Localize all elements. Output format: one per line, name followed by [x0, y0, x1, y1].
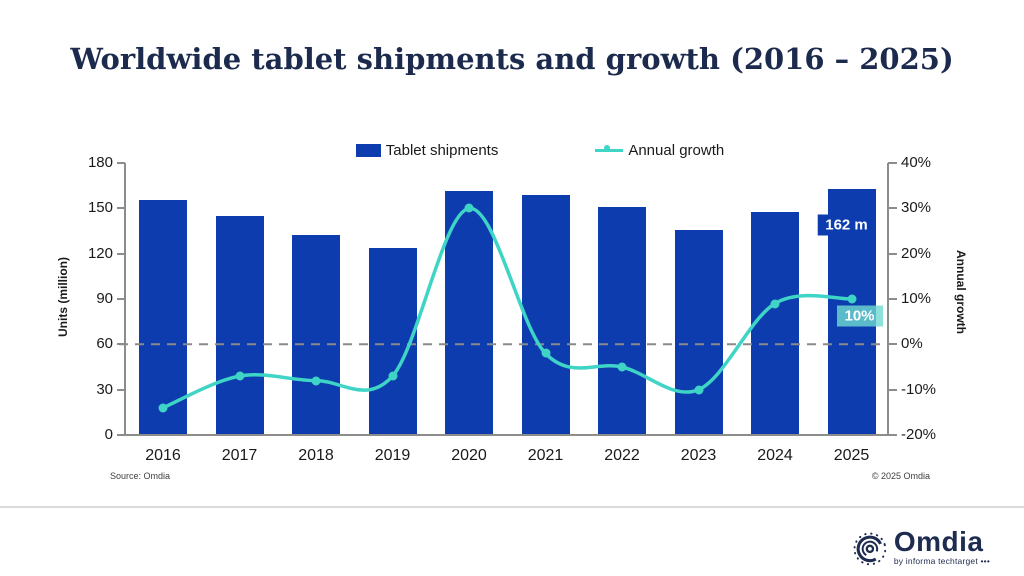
left-axis-line: [124, 163, 126, 435]
right-axis-title: Annual growth: [954, 250, 968, 334]
x-axis-label: 2024: [757, 447, 793, 464]
left-axis-tickmark: [117, 434, 125, 436]
x-axis-label: 2017: [221, 447, 258, 464]
right-axis-tickmark: [888, 434, 897, 436]
x-axis-label: 2021: [527, 447, 564, 464]
growth-marker-2021: [541, 348, 550, 358]
omdia-logo: Omdia by informa techtarget •••: [850, 526, 990, 567]
omdia-logo-tagline: by informa techtarget •••: [893, 556, 990, 566]
right-axis-tick-label: -10%: [901, 380, 937, 398]
growth-marker-2020: [464, 203, 474, 213]
x-axis-label: 2018: [298, 447, 334, 464]
right-axis-tick-label: -20%: [901, 426, 937, 443]
x-axis-label: 2025: [833, 447, 870, 464]
copyright-note: © 2025 Omdia: [871, 471, 930, 481]
left-axis-tick-label: 90: [96, 290, 113, 307]
right-axis-tick-label: 0%: [901, 335, 923, 353]
footer-divider: [0, 506, 1024, 508]
left-axis-tickmark: [117, 298, 125, 300]
bar-2021: [521, 195, 570, 434]
bar-swatch-icon: [355, 144, 381, 157]
right-axis-tickmark: [888, 343, 897, 346]
legend: Tablet shipments Annual growth: [28, 142, 1024, 159]
right-axis-tickmark: [888, 162, 897, 164]
right-axis-tickmark: [888, 298, 897, 300]
right-axis-tick-label: 40%: [901, 154, 932, 171]
left-axis-tickmark: [117, 388, 125, 391]
bar-2018: [292, 234, 340, 434]
growth-marker-2017: [235, 371, 244, 381]
x-axis-line: [124, 434, 889, 436]
legend-item-shipments: Tablet shipments: [355, 142, 499, 159]
right-axis-tickmark: [888, 388, 897, 391]
bar-2017: [215, 216, 264, 434]
line-marker-swatch-icon: [595, 143, 624, 158]
source-note: Source: Omdia: [110, 471, 171, 481]
right-axis-tickmark: [888, 207, 897, 210]
growth-marker-2018: [311, 376, 321, 386]
bar-2022: [598, 207, 646, 434]
legend-label-shipments: Tablet shipments: [385, 142, 499, 159]
bar-2024: [751, 211, 799, 434]
left-axis-tick-label: 180: [87, 154, 113, 171]
x-axis-label: 2020: [451, 447, 487, 464]
right-axis-tickmark: [888, 252, 897, 255]
right-axis-tick-label: 30%: [901, 199, 932, 217]
growth-marker-2025: [847, 294, 856, 304]
bar-2020: [445, 190, 493, 434]
x-axis-label: 2022: [604, 447, 640, 464]
left-axis-tick-label: 150: [87, 199, 113, 217]
right-axis-tick-label: 20%: [901, 244, 932, 262]
left-axis-tick-label: 0: [104, 426, 113, 443]
line-svg: [119, 206, 888, 410]
left-axis-tickmark: [117, 162, 125, 164]
bar-2019: [368, 248, 417, 434]
x-axis-label: 2016: [145, 447, 181, 464]
bar-2016: [139, 199, 187, 434]
right-axis-tick-label: 10%: [901, 290, 932, 307]
left-axis-title: Units (million): [56, 257, 70, 337]
plot-area: 2016 2017 2018 2019 2020 2021 2022 2023 2024 2025…: [88, 154, 936, 464]
annotation-10%: 10%: [836, 305, 883, 327]
omdia-logo-text: Omdia by informa techtarget •••: [893, 526, 990, 567]
legend-label-growth: Annual growth: [628, 142, 725, 159]
bar-2023: [674, 230, 723, 434]
annotation-162-m: 162 m: [817, 214, 876, 236]
growth-marker-2019: [388, 371, 397, 381]
x-axis-label: 2023: [680, 447, 717, 464]
growth-marker-2024: [770, 299, 780, 309]
chart-title: Worldwide tablet shipments and growth (2…: [70, 42, 954, 76]
x-axis-label: 2019: [374, 447, 411, 464]
left-axis-tick-label: 30: [96, 380, 113, 398]
omdia-logo-icon: [853, 532, 887, 566]
growth-marker-2023: [694, 385, 703, 395]
left-axis-tick-label: 60: [96, 335, 113, 353]
growth-marker-2022: [617, 362, 627, 372]
growth-line: [161, 206, 854, 410]
growth-marker-2016: [158, 403, 168, 413]
left-axis-tickmark: [117, 252, 125, 255]
left-axis-tickmark: [117, 207, 125, 210]
omdia-logo-name: Omdia: [893, 526, 984, 557]
left-axis-tick-label: 120: [87, 244, 113, 262]
legend-item-growth: Annual growth: [595, 142, 724, 159]
